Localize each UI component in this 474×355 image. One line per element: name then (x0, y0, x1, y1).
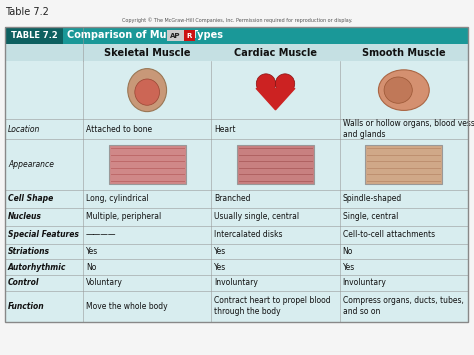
Text: Function: Function (8, 302, 45, 311)
Text: Cell-to-cell attachments: Cell-to-cell attachments (343, 230, 435, 239)
Text: Smooth Muscle: Smooth Muscle (362, 48, 446, 58)
Bar (5, 27, 63, 44)
Text: Move the whole body: Move the whole body (86, 302, 168, 311)
Bar (167, 30, 184, 41)
Text: Walls or hollow organs, blood vessels,
and glands: Walls or hollow organs, blood vessels, a… (343, 119, 474, 140)
Bar (365, 145, 442, 184)
Text: Attached to bone: Attached to bone (86, 125, 152, 134)
Text: Single, central: Single, central (343, 212, 398, 221)
Text: Nucleus: Nucleus (8, 212, 42, 221)
Text: Striations: Striations (8, 247, 50, 256)
Text: Involuntary: Involuntary (214, 278, 258, 287)
Text: No: No (86, 263, 96, 272)
Text: Yes: Yes (214, 263, 227, 272)
Text: Location: Location (8, 125, 40, 134)
Text: Control: Control (8, 278, 39, 287)
Text: Involuntary: Involuntary (343, 278, 386, 287)
Text: Cell Shape: Cell Shape (8, 194, 53, 203)
Bar (109, 145, 186, 184)
Ellipse shape (378, 70, 429, 110)
Text: Skeletal Muscle: Skeletal Muscle (104, 48, 191, 58)
Text: Multiple, peripheral: Multiple, peripheral (86, 212, 161, 221)
Text: No: No (343, 247, 353, 256)
Bar (5, 61, 468, 322)
Text: Long, cylindrical: Long, cylindrical (86, 194, 149, 203)
Ellipse shape (128, 69, 166, 111)
Text: Heart: Heart (214, 125, 236, 134)
Text: Intercalated disks: Intercalated disks (214, 230, 283, 239)
Ellipse shape (256, 74, 276, 93)
Text: Spindle-shaped: Spindle-shaped (343, 194, 402, 203)
Ellipse shape (275, 74, 295, 93)
Text: Yes: Yes (343, 263, 355, 272)
Text: R: R (187, 33, 192, 38)
Text: Table 7.2: Table 7.2 (5, 7, 49, 17)
Text: Appearance: Appearance (8, 160, 54, 169)
Text: AP: AP (170, 33, 181, 38)
Text: Autorhythmic: Autorhythmic (8, 263, 66, 272)
Text: Yes: Yes (214, 247, 227, 256)
Text: Yes: Yes (86, 247, 98, 256)
Bar (237, 145, 314, 184)
Text: Compress organs, ducts, tubes,
and so on: Compress organs, ducts, tubes, and so on (343, 296, 464, 316)
Text: Comparison of Muscle Types: Comparison of Muscle Types (67, 31, 223, 40)
Text: Contract heart to propel blood
through the body: Contract heart to propel blood through t… (214, 296, 331, 316)
Text: Usually single, central: Usually single, central (214, 212, 300, 221)
Bar (5, 27, 468, 44)
Text: Special Features: Special Features (8, 230, 79, 239)
Bar (5, 27, 468, 322)
Text: Branched: Branched (214, 194, 251, 203)
Text: Voluntary: Voluntary (86, 278, 123, 287)
Polygon shape (256, 88, 295, 110)
Bar (184, 30, 195, 41)
Text: TABLE 7.2: TABLE 7.2 (10, 31, 57, 40)
Bar (5, 44, 468, 61)
Ellipse shape (384, 77, 412, 103)
Text: ————: ———— (86, 230, 117, 239)
Text: Cardiac Muscle: Cardiac Muscle (234, 48, 317, 58)
Ellipse shape (135, 79, 160, 105)
Text: Copyright © The McGraw-Hill Companies, Inc. Permission required for reproduction: Copyright © The McGraw-Hill Companies, I… (122, 17, 352, 23)
